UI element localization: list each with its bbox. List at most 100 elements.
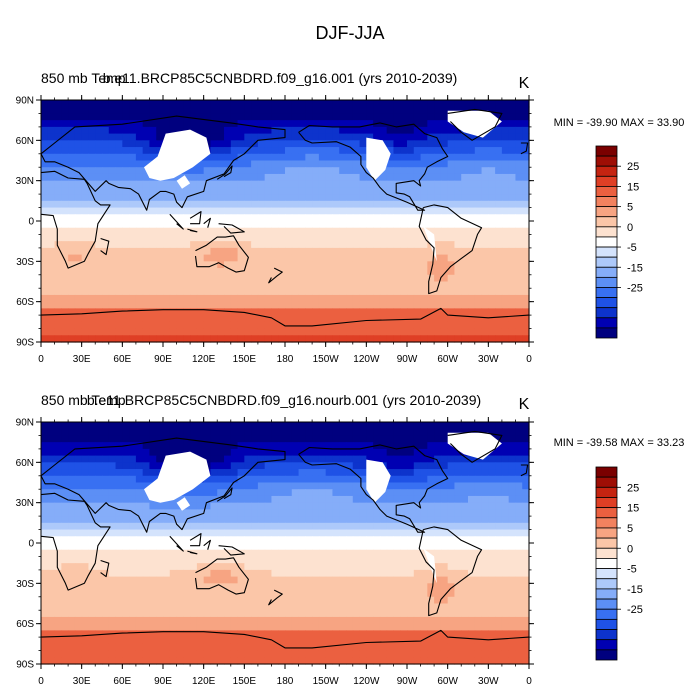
heatmap-cell	[481, 556, 489, 564]
heatmap-cell	[298, 160, 306, 168]
heatmap-cell	[515, 106, 523, 115]
heatmap-cell	[244, 603, 252, 611]
heatmap-cell	[434, 563, 442, 571]
heatmap-cell	[217, 509, 225, 517]
heatmap-cell	[237, 200, 245, 209]
heatmap-cell	[359, 315, 367, 323]
heatmap-cell	[291, 489, 300, 497]
heatmap-cell	[488, 294, 496, 303]
heatmap-cell	[285, 261, 293, 269]
heatmap-cell	[339, 616, 347, 625]
heatmap-cell	[271, 448, 279, 457]
heatmap-cell	[522, 187, 530, 195]
heatmap-cell	[515, 509, 523, 517]
heatmap-cell	[115, 241, 123, 249]
heatmap-cell	[54, 422, 62, 430]
heatmap-cell	[271, 462, 279, 470]
heatmap-cell	[522, 173, 530, 182]
heatmap-cell	[481, 475, 489, 484]
heatmap-cell	[163, 221, 171, 229]
heatmap-cell	[237, 254, 245, 262]
heatmap-cell	[129, 321, 137, 330]
heatmap-cell	[257, 187, 266, 195]
heatmap-cell	[183, 422, 191, 430]
heatmap-cell	[237, 569, 245, 578]
heatmap-cell	[508, 536, 517, 544]
heatmap-cell	[413, 475, 422, 484]
heatmap-cell	[81, 173, 90, 182]
heatmap-cell	[88, 563, 96, 571]
heatmap-cell	[271, 610, 279, 618]
heatmap-cell	[454, 596, 462, 605]
heatmap-cell	[210, 120, 218, 128]
heatmap-cell	[366, 321, 374, 330]
heatmap-cell	[291, 234, 300, 242]
heatmap-cell	[149, 308, 157, 316]
heatmap-cell	[488, 268, 496, 276]
heatmap-cell	[346, 194, 354, 202]
heatmap-cell	[434, 113, 442, 121]
heatmap-cell	[515, 455, 523, 463]
heatmap-cell	[291, 100, 300, 108]
heatmap-cell	[149, 194, 157, 202]
heatmap-cell	[129, 509, 137, 517]
heatmap-cell	[108, 563, 117, 571]
heatmap-cell	[169, 241, 178, 249]
heatmap-cell	[312, 509, 320, 517]
heatmap-cell	[74, 261, 83, 269]
heatmap-cell	[339, 194, 347, 202]
heatmap-cell	[41, 556, 49, 564]
heatmap-cell	[461, 543, 469, 551]
heatmap-cell	[447, 576, 456, 584]
heatmap-cell	[373, 221, 381, 229]
heatmap-cell	[285, 200, 293, 209]
heatmap-cell	[332, 569, 340, 578]
heatmap-cell	[440, 281, 449, 289]
heatmap-cell	[95, 469, 103, 477]
heatmap-cell	[508, 308, 517, 316]
heatmap-cell	[176, 241, 184, 249]
heatmap-cell	[68, 590, 76, 598]
heatmap-cell	[413, 153, 422, 162]
heatmap-cell	[108, 482, 117, 490]
heatmap-cell	[318, 281, 327, 289]
heatmap-cell	[501, 288, 510, 296]
heatmap-cell	[54, 495, 62, 504]
heatmap-cell	[278, 428, 286, 437]
heatmap-cell	[142, 254, 151, 262]
heatmap-cell	[68, 120, 76, 128]
heatmap-cell	[88, 556, 96, 564]
heatmap-cell	[257, 100, 266, 108]
heatmap-cell	[352, 140, 361, 148]
heatmap-cell	[359, 288, 367, 296]
heatmap-cell	[149, 462, 157, 470]
heatmap-cell	[440, 301, 449, 309]
heatmap-cell	[122, 173, 130, 182]
heatmap-cell	[325, 442, 334, 450]
heatmap-cell	[203, 475, 212, 484]
heatmap-cell	[129, 167, 137, 175]
heatmap-cell	[278, 294, 286, 303]
heatmap-cell	[488, 274, 496, 283]
heatmap-cell	[495, 596, 503, 605]
heatmap-cell	[74, 590, 83, 598]
heatmap-cell	[440, 126, 449, 135]
heatmap-cell	[237, 113, 245, 121]
heatmap-cell	[190, 180, 198, 188]
heatmap-cell	[278, 308, 286, 316]
heatmap-cell	[149, 455, 157, 463]
heatmap-cell	[230, 133, 239, 141]
heatmap-cell	[318, 167, 327, 175]
heatmap-cell	[352, 422, 361, 430]
heatmap-cell	[61, 583, 69, 591]
heatmap-cell	[149, 200, 157, 209]
heatmap-cell	[481, 596, 489, 605]
heatmap-cell	[393, 301, 401, 309]
heatmap-cell	[244, 462, 252, 470]
heatmap-cell	[522, 543, 530, 551]
heatmap-cell	[115, 596, 123, 605]
heatmap-cell	[149, 509, 157, 517]
heatmap-cell	[244, 126, 252, 135]
heatmap-cell	[68, 469, 76, 477]
heatmap-cell	[318, 214, 327, 222]
